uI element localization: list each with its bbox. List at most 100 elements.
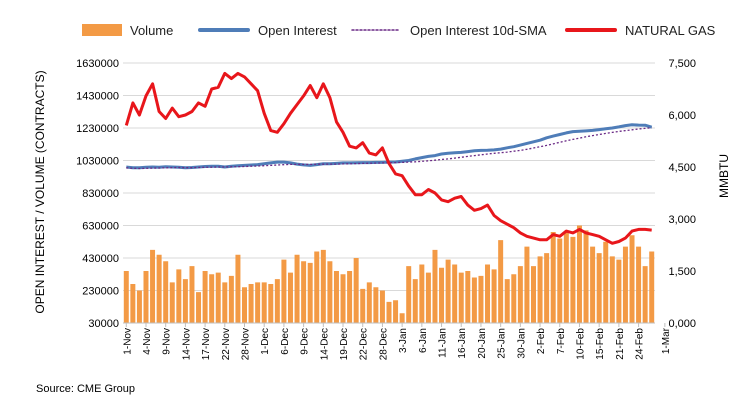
volume-bar [393, 300, 399, 323]
volume-bar [603, 241, 609, 323]
x-tick-label: 3-Jan [398, 328, 409, 353]
volume-bar [261, 282, 267, 323]
x-tick-label: 15-Feb [595, 328, 606, 360]
volume-bar [307, 262, 313, 323]
x-tick-label: 7-Feb [556, 328, 567, 355]
volume-bar [379, 290, 385, 323]
volume-bar [274, 279, 280, 323]
x-tick-label: 11-Jan [438, 328, 449, 358]
volume-bar [622, 246, 628, 323]
legend-label: NATURAL GAS [625, 23, 716, 38]
x-tick-label: 28-Nov [241, 328, 252, 360]
volume-bar [465, 271, 471, 323]
volume-bar [504, 279, 510, 323]
volume-bar [130, 284, 136, 323]
y-left-tick-label: 430000 [82, 253, 119, 265]
x-tick-label: 1-Mar [661, 327, 672, 354]
volume-bar [609, 256, 615, 323]
volume-bar [169, 282, 175, 323]
volume-bar [412, 279, 418, 323]
volume-bar [320, 249, 326, 323]
volume-bar [642, 266, 648, 323]
volume-bar [471, 277, 477, 323]
volume-bar [176, 269, 182, 323]
y-right-tick-label: 3,000 [668, 214, 696, 226]
volume-bar [248, 284, 254, 323]
volume-bar [143, 271, 149, 323]
x-tick-label: 4-Nov [142, 328, 153, 355]
legend-item: Volume [82, 23, 173, 38]
legend-label: Open Interest [258, 23, 337, 38]
volume-bar [150, 249, 156, 323]
volume-bar [616, 259, 622, 323]
volume-bar [563, 232, 569, 323]
volume-bar [327, 261, 333, 323]
volume-bar [386, 301, 392, 323]
volume-bar [517, 266, 523, 323]
x-tick-label: 28-Dec [378, 328, 389, 360]
y-left-tick-label: 1630000 [76, 58, 119, 70]
y-right-tick-label: 0,000 [668, 318, 696, 330]
natural-gas-line [124, 71, 652, 245]
y-left-tick-label: 1030000 [76, 156, 119, 168]
volume-bar [491, 269, 497, 323]
volume-bar [281, 259, 287, 323]
volume-bar [576, 225, 582, 323]
x-tick-label: 16-Jan [457, 328, 468, 359]
volume-bar [202, 271, 208, 323]
legend-label: Open Interest 10d-SMA [410, 23, 547, 38]
x-tick-label: 25-Jan [497, 328, 508, 359]
volume-bar [360, 288, 366, 323]
volume-bar [511, 274, 517, 323]
volume-bar [222, 282, 228, 323]
legend-swatch [82, 24, 122, 36]
legend-item: Open Interest [198, 23, 337, 38]
y-left-axis-label: OPEN INTEREST / VOLUME (CONTRACTS) [33, 70, 47, 313]
volume-bars [123, 225, 655, 323]
x-tick-label: 1-Dec [260, 328, 271, 355]
volume-bar [228, 275, 234, 323]
volume-bar [485, 264, 491, 323]
y-right-axis-label: MMBTU [717, 154, 731, 198]
x-tick-label: 24-Feb [635, 328, 646, 360]
volume-bar [182, 279, 188, 323]
volume-bar [649, 251, 655, 323]
x-tick-label: 10-Feb [575, 328, 586, 360]
source-note: Source: CME Group [36, 383, 135, 395]
volume-bar [301, 261, 307, 323]
volume-bar [544, 253, 550, 323]
series-lines [124, 71, 653, 245]
y-right-tick-label: 7,500 [668, 58, 696, 70]
x-tick-label: 1-Nov [122, 328, 133, 355]
x-tick-label: 6-Jan [418, 328, 429, 353]
y-right-tick-label: 6,000 [668, 110, 696, 122]
x-tick-label: 20-Jan [477, 328, 488, 359]
x-tick-label: 30-Jan [516, 328, 527, 359]
volume-bar [629, 235, 635, 323]
volume-bar [498, 240, 504, 323]
x-tick-label: 2-Feb [536, 328, 547, 355]
x-tick-label: 22-Dec [359, 328, 370, 360]
x-tick-label: 9-Dec [300, 328, 311, 355]
y-right-tick-label: 1,500 [668, 266, 696, 278]
axes: 1630000 1430000 1230000 1030000 830000 630000… [76, 58, 696, 360]
volume-bar [294, 254, 300, 323]
volume-bar [590, 246, 596, 323]
volume-bar [163, 261, 169, 323]
y-right-tick-label: 4,500 [668, 162, 696, 174]
volume-bar [406, 266, 412, 323]
volume-bar [366, 282, 372, 323]
y-left-tick-label: 1230000 [76, 123, 119, 135]
volume-bar [432, 249, 438, 323]
y-left-tick-label: 830000 [82, 188, 119, 200]
volume-bar [458, 272, 464, 323]
volume-bar [189, 266, 195, 323]
volume-bar [419, 264, 425, 323]
volume-bar [347, 271, 353, 323]
volume-bar [439, 267, 445, 323]
volume-bar [570, 236, 576, 323]
volume-bar [530, 266, 536, 323]
legend-item: Open Interest 10d-SMA [351, 23, 547, 38]
y-left-tick-label: 30000 [88, 318, 119, 330]
